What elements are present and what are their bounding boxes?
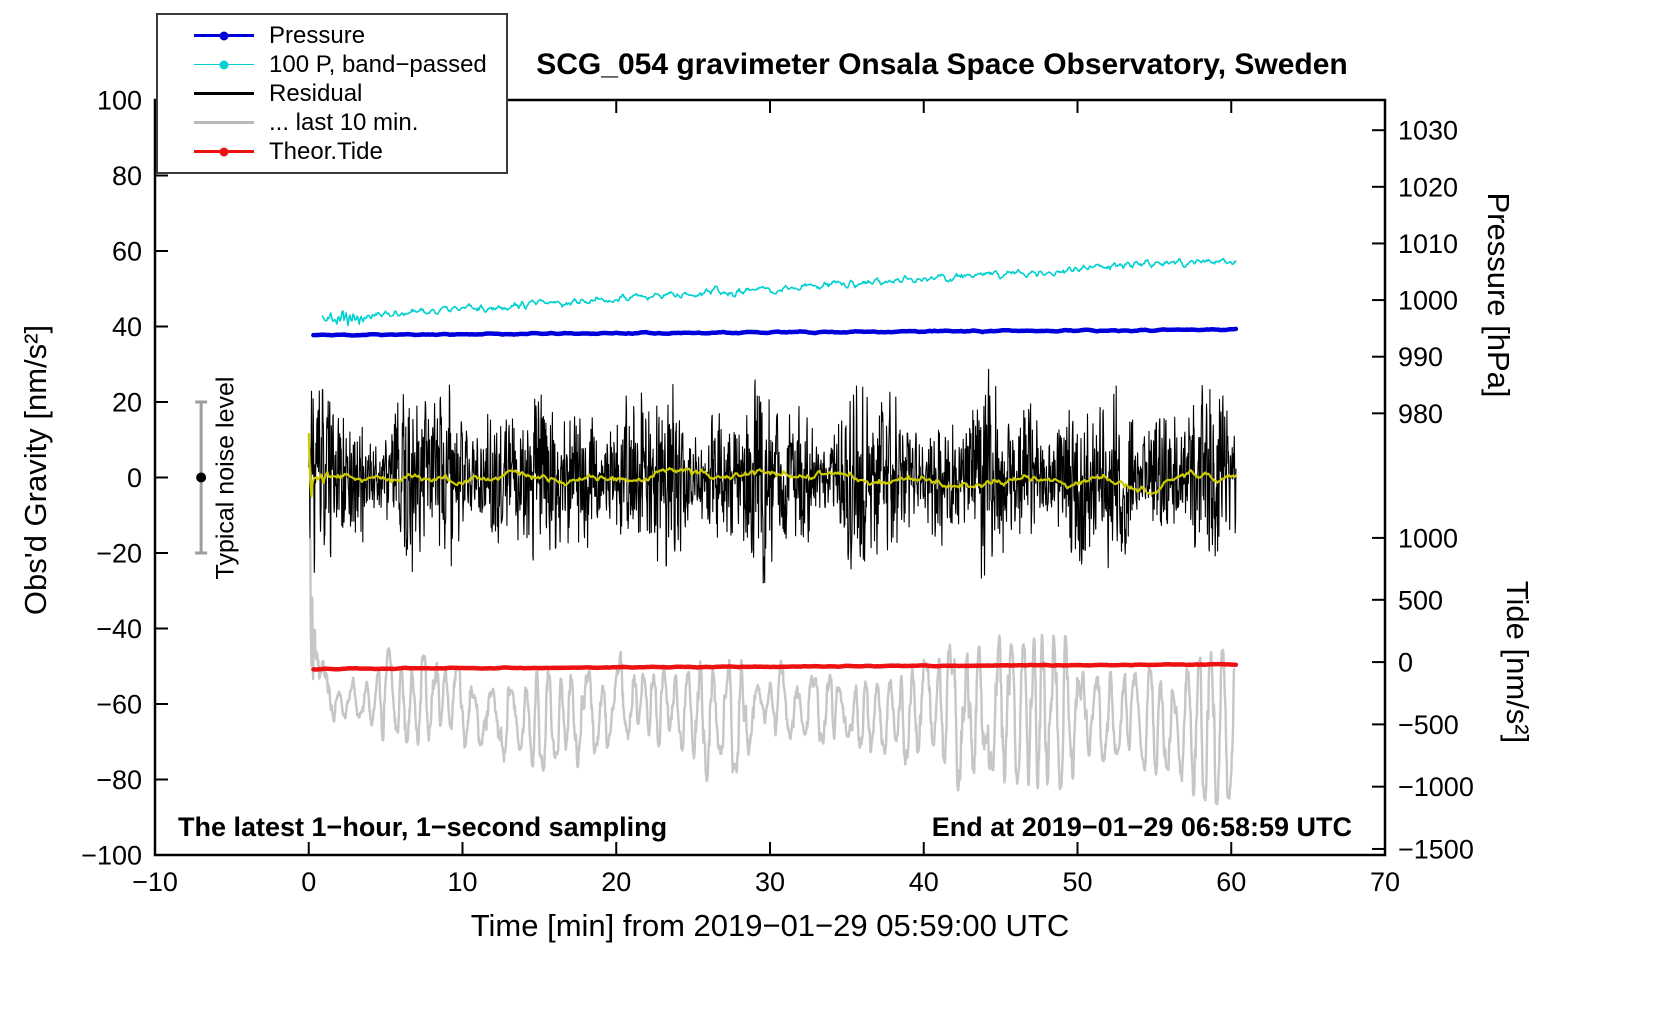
legend-marker-icon <box>194 147 254 156</box>
legend-marker-icon <box>194 121 254 124</box>
sampling-note: The latest 1−hour, 1−second sampling <box>178 812 668 842</box>
gravity-axis-label: Obs'd Gravity [nm/s²] <box>18 324 53 616</box>
gravity-tick-label: 40 <box>112 312 142 342</box>
chart-title: SCG_054 gravimeter Onsala Space Observat… <box>536 48 1348 81</box>
series-pressure <box>311 326 1239 338</box>
gravity-tick-label: 20 <box>112 388 142 418</box>
series-last10 <box>309 538 1236 806</box>
x-tick-label: 40 <box>909 867 939 897</box>
x-tick-label: −10 <box>132 867 178 897</box>
legend-item-4: Theor.Tide <box>158 137 506 166</box>
x-axis-label: Time [min] from 2019−01−29 05:59:00 UTC <box>470 908 1070 943</box>
gravity-tick-label: −20 <box>96 539 142 569</box>
gravity-tick-label: 60 <box>112 237 142 267</box>
series-layer <box>307 257 1239 806</box>
series-residual_smooth <box>307 432 1237 498</box>
legend-marker-icon <box>194 91 254 96</box>
gravity-tick-label: −60 <box>96 690 142 720</box>
series-tide <box>311 661 1239 672</box>
x-tick-label: 20 <box>601 867 631 897</box>
gravity-tick-label: 0 <box>127 463 142 493</box>
legend-item-2: Residual <box>158 79 506 108</box>
legend-item-0: Pressure <box>158 21 506 50</box>
legend: Pressure 100 P, band−passed Residual... la… <box>156 13 508 174</box>
gravity-tick-label: −100 <box>81 841 142 871</box>
legend-marker-icon <box>194 60 254 69</box>
gravity-tick-label: 100 <box>97 86 142 116</box>
tide-tick-label: 1000 <box>1398 523 1458 553</box>
gravity-tick-label: 80 <box>112 161 142 191</box>
pressure-tick-label: 1010 <box>1398 229 1458 259</box>
tide-axis-label: Tide [nm/s²] <box>1500 580 1535 744</box>
tide-tick-label: 0 <box>1398 648 1413 678</box>
end-time-note: End at 2019−01−29 06:58:59 UTC <box>931 812 1352 842</box>
legend-item-3: ... last 10 min. <box>158 108 506 137</box>
pressure-tick-label: 1000 <box>1398 286 1458 316</box>
legend-marker-icon <box>194 31 254 40</box>
x-tick-label: 30 <box>755 867 785 897</box>
x-tick-label: 10 <box>447 867 477 897</box>
tide-tick-label: −1500 <box>1398 834 1474 864</box>
pressure-tick-label: 1020 <box>1398 172 1458 202</box>
tide-tick-label: 500 <box>1398 585 1443 615</box>
x-tick-label: 50 <box>1062 867 1092 897</box>
x-tick-label: 60 <box>1216 867 1246 897</box>
tide-tick-label: −1000 <box>1398 772 1474 802</box>
noise-level-label: Typical noise level <box>211 376 240 580</box>
legend-label: ... last 10 min. <box>269 108 419 136</box>
x-tick-label: 70 <box>1370 867 1400 897</box>
gravity-tick-label: −40 <box>96 614 142 644</box>
series-pressure_band <box>321 257 1237 327</box>
noise-level-bar <box>195 400 208 555</box>
legend-label: Residual <box>269 79 363 107</box>
pressure-tick-label: 1030 <box>1398 116 1458 146</box>
legend-label: 100 P, band−passed <box>269 50 487 78</box>
legend-item-1: 100 P, band−passed <box>158 50 506 79</box>
tick-labels: −10 0 10 20 30 40 50 60 70100806040200−20−40−60−… <box>81 86 1474 898</box>
legend-label: Pressure <box>269 21 366 49</box>
legend-label: Theor.Tide <box>269 137 383 165</box>
tide-tick-label: −500 <box>1398 710 1459 740</box>
pressure-axis-label: Pressure [hPa] <box>1481 192 1516 398</box>
gravity-tick-label: −80 <box>96 765 142 795</box>
pressure-tick-label: 990 <box>1398 342 1443 372</box>
pressure-tick-label: 980 <box>1398 399 1443 429</box>
x-tick-label: 0 <box>301 867 316 897</box>
series-residual <box>308 368 1237 584</box>
